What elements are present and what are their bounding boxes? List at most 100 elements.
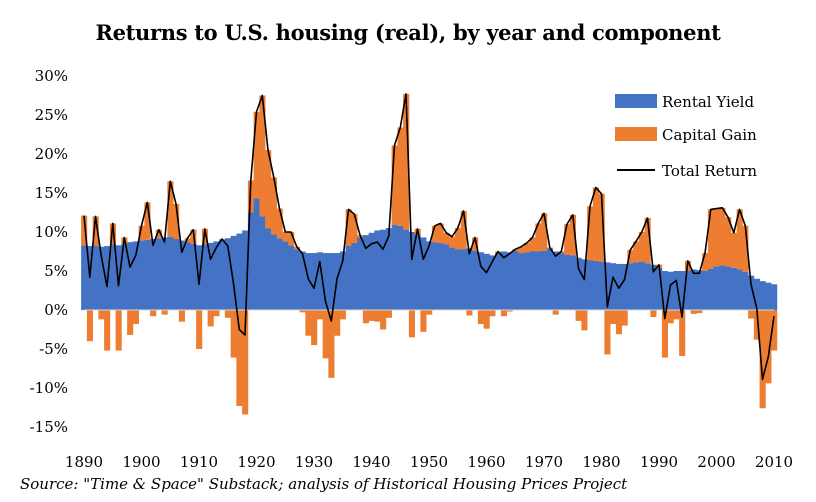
- bar-rental-yield: [569, 255, 576, 310]
- bar-capital-gain: [132, 310, 139, 325]
- bar-rental-yield: [661, 271, 668, 310]
- bar-capital-gain: [334, 310, 341, 336]
- bar-capital-gain: [150, 310, 157, 317]
- bar-rental-yield: [92, 245, 99, 310]
- bar-rental-yield: [546, 248, 553, 310]
- bar-rental-yield: [259, 216, 266, 310]
- bar-rental-yield: [420, 237, 427, 310]
- bar-rental-yield: [219, 239, 226, 310]
- bar-capital-gain: [661, 310, 668, 358]
- bar-rental-yield: [368, 232, 375, 310]
- bar-capital-gain: [638, 232, 645, 262]
- bar-capital-gain: [679, 310, 686, 357]
- bar-rental-yield: [328, 253, 335, 310]
- bar-rental-yield: [656, 267, 663, 310]
- y-tick-label: 10%: [35, 223, 68, 241]
- bar-rental-yield: [207, 242, 214, 310]
- bar-rental-yield: [679, 271, 686, 310]
- bar-capital-gain: [598, 193, 605, 262]
- bar-capital-gain: [178, 310, 185, 322]
- x-tick-label: 1910: [180, 453, 218, 471]
- bar-capital-gain: [500, 310, 507, 317]
- x-tick-label: 2000: [697, 453, 735, 471]
- bar-rental-yield: [472, 250, 479, 310]
- bar-rental-yield: [322, 253, 329, 310]
- bar-capital-gain: [765, 310, 772, 384]
- bar-capital-gain: [771, 310, 778, 351]
- bar-capital-gain: [311, 310, 318, 346]
- bar-rental-yield: [771, 284, 778, 310]
- bar-rental-yield: [98, 246, 105, 310]
- bar-capital-gain: [529, 237, 536, 252]
- y-tick-label: 5%: [44, 262, 68, 280]
- bar-rental-yield: [454, 249, 461, 310]
- bar-capital-gain: [725, 217, 732, 267]
- bar-capital-gain: [449, 236, 456, 248]
- bar-capital-gain: [753, 310, 760, 340]
- bar-rental-yield: [253, 198, 260, 310]
- bar-capital-gain: [213, 310, 220, 317]
- x-tick-label: 1930: [295, 453, 333, 471]
- bar-rental-yield: [621, 263, 628, 310]
- bar-capital-gain: [610, 310, 617, 325]
- bar-rental-yield: [581, 259, 588, 310]
- y-tick-label: -5%: [39, 340, 68, 358]
- bar-rental-yield: [529, 251, 536, 310]
- bar-rental-yield: [512, 250, 519, 310]
- bar-rental-yield: [523, 252, 530, 310]
- bar-rental-yield: [144, 239, 151, 310]
- bar-rental-yield: [403, 229, 410, 310]
- bar-capital-gain: [466, 310, 473, 316]
- bar-capital-gain: [242, 310, 249, 415]
- bar-rental-yield: [86, 246, 93, 310]
- bar-rental-yield: [449, 247, 456, 310]
- bar-rental-yield: [489, 255, 496, 310]
- bar-capital-gain: [707, 209, 714, 269]
- bar-rental-yield: [115, 245, 122, 310]
- bar-rental-yield: [167, 236, 174, 310]
- bar-capital-gain: [523, 242, 530, 253]
- bar-rental-yield: [247, 212, 254, 310]
- bar-rental-yield: [121, 243, 128, 310]
- bar-capital-gain: [627, 249, 634, 264]
- bar-rental-yield: [242, 230, 249, 310]
- bar-capital-gain: [730, 232, 737, 268]
- bar-rental-yield: [644, 263, 651, 310]
- bar-capital-gain: [98, 310, 105, 320]
- bar-capital-gain: [702, 253, 709, 271]
- bar-capital-gain: [322, 310, 329, 359]
- bar-rental-yield: [673, 271, 680, 310]
- bar-rental-yield: [276, 238, 283, 310]
- bar-rental-yield: [500, 251, 507, 310]
- y-tick-label: 25%: [35, 106, 68, 124]
- bar-rental-yield: [305, 253, 312, 310]
- legend-label: Capital Gain: [662, 126, 757, 144]
- bar-capital-gain: [305, 310, 312, 336]
- bar-capital-gain: [431, 225, 438, 243]
- bar-rental-yield: [437, 242, 444, 310]
- bar-capital-gain: [690, 310, 697, 314]
- bar-rental-yield: [414, 235, 421, 310]
- bar-capital-gain: [437, 223, 444, 243]
- bar-capital-gain: [535, 223, 542, 252]
- bar-capital-gain: [345, 209, 352, 247]
- bar-capital-gain: [328, 310, 335, 378]
- bar-rental-yield: [236, 233, 243, 310]
- bar-rental-yield: [477, 252, 484, 310]
- bar-rental-yield: [702, 271, 709, 310]
- bar-rental-yield: [385, 228, 392, 310]
- bar-rental-yield: [190, 243, 197, 310]
- bar-capital-gain: [420, 310, 427, 332]
- bar-capital-gain: [552, 310, 559, 315]
- bar-rental-yield: [213, 241, 220, 310]
- x-tick-label: 1980: [582, 453, 620, 471]
- bar-rental-yield: [150, 239, 157, 310]
- bar-rental-yield: [650, 264, 657, 310]
- bar-rental-yield: [598, 261, 605, 310]
- legend-swatch-rental-yield: [615, 94, 657, 108]
- bar-capital-gain: [173, 203, 180, 240]
- bar-capital-gain: [374, 310, 381, 322]
- bar-rental-yield: [587, 260, 594, 310]
- bar-capital-gain: [115, 310, 122, 351]
